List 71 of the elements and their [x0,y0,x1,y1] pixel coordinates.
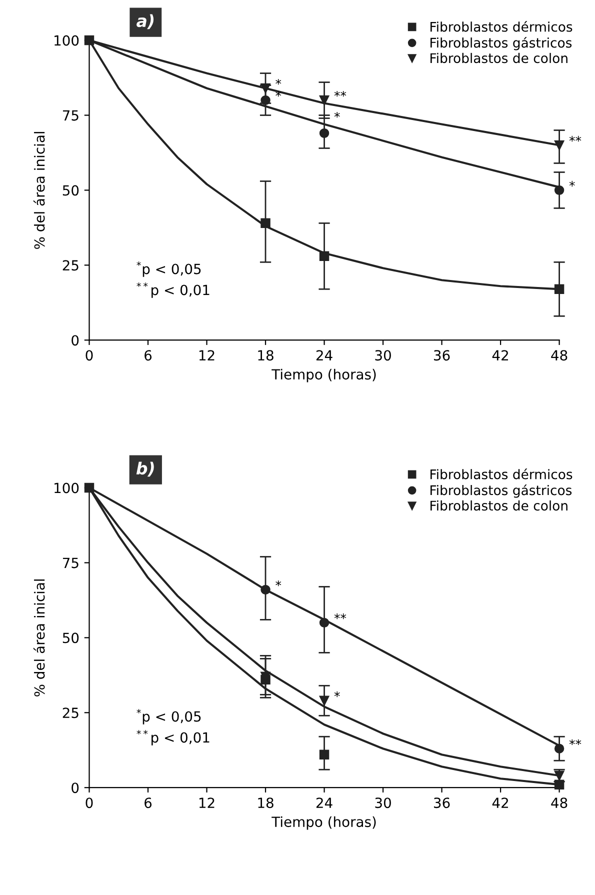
point [84,482,94,493]
legend-label: Fibroblastos de colon [430,500,568,511]
x-tick-label: 42 [492,798,508,808]
y-tick-label: 100 [54,35,79,46]
y-tick-label: 0 [72,335,79,346]
chart-title: b) [136,462,154,477]
annotation: ** [334,90,346,97]
annotation: ** [334,613,346,620]
y-axis-title: % del área inicial [33,579,45,696]
x-tick-label: 12 [199,350,214,360]
point [554,780,564,790]
y-tick-label: 75 [62,110,78,121]
annotation: ** [569,136,582,142]
legend-label: Fibroblastos dérmicos [430,21,572,32]
y-tick-label: 25 [62,260,78,271]
point [84,35,94,46]
point [319,251,330,262]
x-tick-label: 18 [258,350,274,361]
x-tick-label: 0 [86,798,93,808]
y-axis-title: % del área inicial [33,132,45,249]
x-tick-label: 6 [144,350,152,361]
annotation: $^{*}$p < 0,05 [136,709,201,724]
x-tick-label: 30 [375,350,391,361]
legend-label: Fibroblastos gástricos [430,36,572,50]
x-tick-label: 48 [551,350,568,361]
legend-label: Fibroblastos de colon [430,52,568,64]
annotation: $^{**}$p < 0,01 [136,730,210,746]
point [260,83,270,94]
point [319,618,330,628]
x-axis-title: Tiempo (horas) [272,816,376,830]
annotation: * [334,112,340,118]
x-tick-label: 18 [258,798,274,808]
y-tick-label: 50 [62,632,79,644]
point [554,284,564,294]
y-tick-label: 25 [62,708,78,718]
annotation: * [334,691,340,698]
x-tick-label: 24 [316,350,332,360]
x-axis-title: Tiempo (horas) [272,368,376,382]
x-tick-label: 30 [375,798,391,808]
x-tick-label: 42 [492,350,508,360]
point [260,584,270,595]
x-tick-label: 12 [199,798,214,808]
point [260,218,270,228]
point [554,744,564,754]
point [554,185,564,196]
annotation: * [276,580,282,586]
point [319,750,330,760]
annotation: ** [569,739,582,746]
annotation: $^{**}$p < 0,01 [136,282,210,298]
legend-label: Fibroblastos dérmicos [430,468,572,480]
y-tick-label: 100 [54,482,79,494]
x-tick-label: 36 [434,350,450,361]
annotation: * [569,180,575,187]
y-tick-label: 0 [72,782,79,794]
annotation: $^{*}$p < 0,05 [136,262,201,277]
y-tick-label: 75 [62,558,78,568]
legend-label: Fibroblastos gástricos [430,484,572,498]
point [319,128,330,138]
x-tick-label: 0 [86,350,93,361]
x-tick-label: 48 [551,798,568,808]
point [260,95,270,106]
x-tick-label: 36 [434,798,450,808]
point [319,696,330,706]
annotation: * [276,90,282,97]
point [554,140,564,150]
annotation: * [276,78,282,85]
chart-title: a) [136,14,154,30]
y-tick-label: 50 [62,185,79,196]
x-tick-label: 24 [316,798,332,808]
x-tick-label: 6 [144,798,152,808]
point [319,95,330,106]
